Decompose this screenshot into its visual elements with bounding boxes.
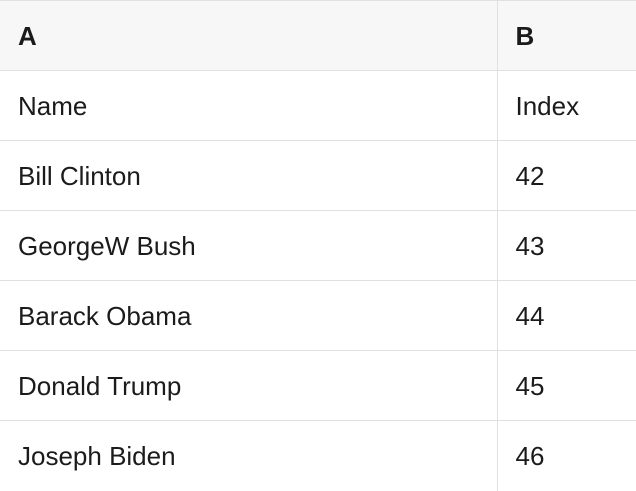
column-header-a[interactable]: A	[0, 0, 497, 71]
column-header-row: A B	[0, 0, 636, 71]
table-row: Name Index	[0, 70, 636, 141]
cell-name[interactable]: Bill Clinton	[0, 140, 497, 211]
column-header-b[interactable]: B	[496, 0, 636, 71]
cell-name[interactable]: Barack Obama	[0, 280, 497, 351]
cell-index[interactable]: 46	[496, 420, 636, 491]
table-row: Bill Clinton 42	[0, 140, 636, 211]
table-row: Joseph Biden 46	[0, 420, 636, 491]
table-row: Barack Obama 44	[0, 280, 636, 351]
cell-index-header[interactable]: Index	[496, 70, 636, 141]
cell-index[interactable]: 45	[496, 350, 636, 421]
cell-index[interactable]: 42	[496, 140, 636, 211]
cell-index[interactable]: 44	[496, 280, 636, 351]
cell-name[interactable]: Joseph Biden	[0, 420, 497, 491]
cell-name[interactable]: Donald Trump	[0, 350, 497, 421]
table-row: GeorgeW Bush 43	[0, 210, 636, 281]
cell-name-header[interactable]: Name	[0, 70, 497, 141]
table-row: Donald Trump 45	[0, 350, 636, 421]
cell-name[interactable]: GeorgeW Bush	[0, 210, 497, 281]
cell-index[interactable]: 43	[496, 210, 636, 281]
